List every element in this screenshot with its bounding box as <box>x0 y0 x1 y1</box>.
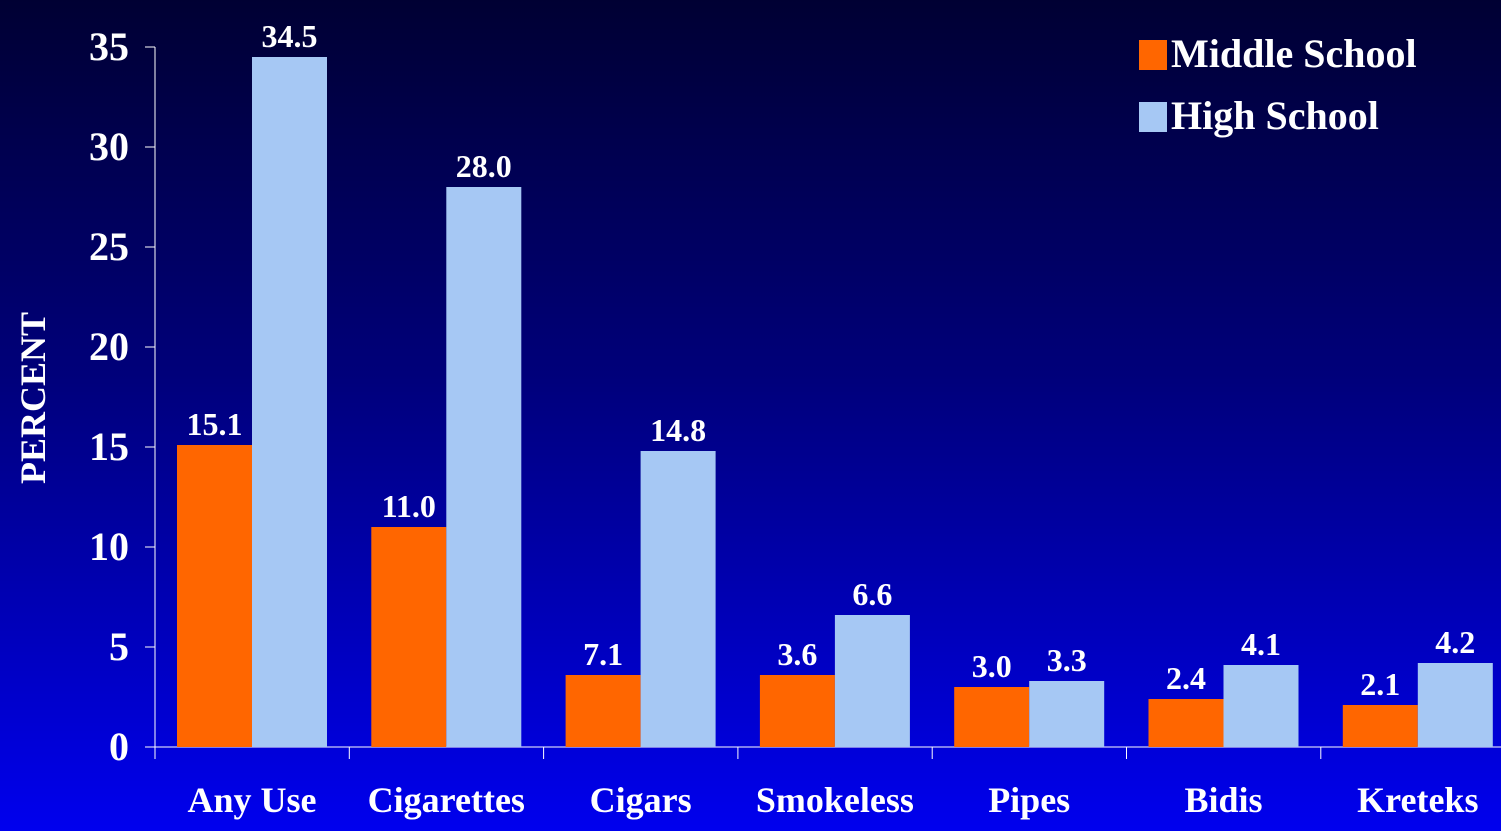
x-tick-label: Cigars <box>590 780 692 820</box>
x-tick-label: Bidis <box>1184 780 1262 820</box>
data-label: 2.4 <box>1166 660 1206 696</box>
chart-legend: Middle School High School <box>1139 31 1417 138</box>
data-label: 3.6 <box>777 636 817 672</box>
data-label: 4.1 <box>1241 626 1281 662</box>
bar-middle-school <box>1342 705 1418 747</box>
legend-swatch <box>1139 102 1167 132</box>
data-label: 6.6 <box>852 576 892 612</box>
bar-middle-school <box>565 675 641 747</box>
legend-label: High School <box>1171 93 1379 138</box>
chart-axes: 0 5 10 15 20 25 30 35 PERCENT Any Use Cigarettes Ci… <box>13 24 1501 820</box>
data-label: 28.0 <box>456 148 512 184</box>
bar-high-school <box>1029 681 1105 747</box>
legend-label: Middle School <box>1171 31 1417 76</box>
bar-high-school <box>446 187 522 747</box>
data-label: 14.8 <box>650 412 706 448</box>
legend-swatch <box>1139 40 1167 70</box>
bar-middle-school <box>1148 699 1224 747</box>
chart-data-labels: 15.1 11.0 7.1 3.6 3.0 2.4 2.1 34.5 28.0 14.8 6.6 3.… <box>187 18 1476 702</box>
bar-high-school <box>252 57 327 747</box>
data-label: 3.3 <box>1047 642 1087 678</box>
bar-middle-school <box>759 675 835 747</box>
data-label: 2.1 <box>1360 666 1400 702</box>
x-tick-label: Cigarettes <box>368 780 525 820</box>
data-label: 4.2 <box>1435 624 1475 660</box>
x-tick-label: Kreteks <box>1357 780 1478 820</box>
bar-high-school <box>1223 665 1299 747</box>
data-label: 3.0 <box>972 648 1012 684</box>
x-tick-label: Any Use <box>187 780 316 820</box>
y-tick-label: 35 <box>89 24 129 69</box>
bar-high-school <box>1417 663 1493 747</box>
bar-middle-school <box>954 687 1030 747</box>
y-tick-label: 0 <box>109 724 129 769</box>
data-label: 11.0 <box>382 488 436 524</box>
y-tick-label: 15 <box>89 424 129 469</box>
bar-middle-school <box>177 445 252 747</box>
data-label: 34.5 <box>262 18 318 54</box>
bar-middle-school <box>371 527 447 747</box>
bar-high-school <box>834 615 910 747</box>
data-label: 7.1 <box>583 636 623 672</box>
y-tick-label: 10 <box>89 524 129 569</box>
y-tick-label: 30 <box>89 124 129 169</box>
x-tick-label: Smokeless <box>756 780 914 820</box>
y-tick-label: 25 <box>89 224 129 269</box>
y-tick-label: 20 <box>89 324 129 369</box>
bar-high-school <box>640 451 716 747</box>
y-axis-label: PERCENT <box>13 312 53 484</box>
data-label: 15.1 <box>187 406 243 442</box>
chart-bars <box>177 57 1493 747</box>
y-tick-label: 5 <box>109 624 129 669</box>
x-tick-label: Pipes <box>988 780 1070 820</box>
